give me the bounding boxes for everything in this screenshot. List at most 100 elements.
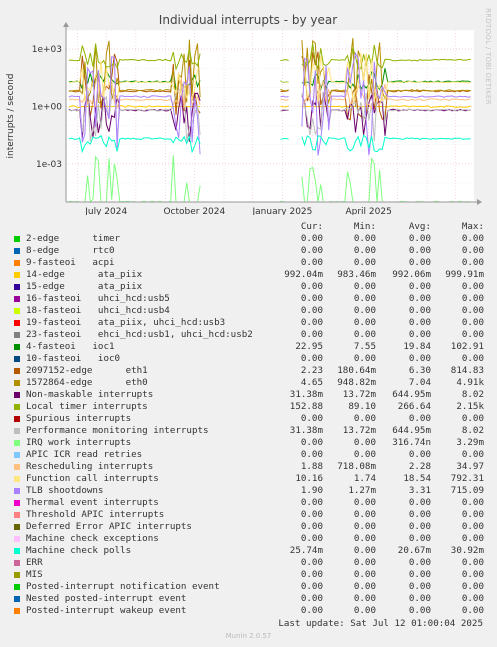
legend-series-name: Posted-interrupt wakeup event xyxy=(26,605,187,616)
legend-swatch xyxy=(14,428,20,434)
legend-row: 19-fasteoi ata_piix, uhci_hcd:usb3 0.00 0.… xyxy=(12,317,490,329)
legend-series-name: 2097152-edge eth1 xyxy=(26,365,148,376)
legend-value-avg: 0.00 xyxy=(408,521,431,532)
legend-value-avg: 19.84 xyxy=(403,341,431,352)
legend-value-avg: 20.67m xyxy=(397,545,431,556)
legend-value-avg: 0.00 xyxy=(408,245,431,256)
legend-value-cur: 0.00 xyxy=(300,533,323,544)
legend-value-max: 0.00 xyxy=(461,521,484,532)
legend-value-avg: 0.00 xyxy=(408,317,431,328)
legend-row: Rescheduling interrupts 1.88 718.08m 2.28 34… xyxy=(12,461,490,473)
legend-value-avg: 0.00 xyxy=(408,581,431,592)
legend-swatch xyxy=(14,452,20,458)
column-header-cur: Cur: xyxy=(300,221,323,232)
legend-value-min: 0.00 xyxy=(353,257,376,268)
legend-series-name: 4-fasteoi ioc1 xyxy=(26,341,115,352)
column-header-min: Min: xyxy=(353,221,376,232)
legend-swatch xyxy=(14,548,20,554)
legend-value-min: 0.00 xyxy=(353,353,376,364)
legend-series-name: 16-fasteoi uhci_hcd:usb5 xyxy=(26,293,170,304)
legend-swatch xyxy=(14,368,20,374)
legend-value-min: 89.10 xyxy=(348,401,376,412)
legend-value-max: 0.00 xyxy=(461,593,484,604)
legend-row: 2097152-edge eth1 2.23 180.64m 6.30 814.83 xyxy=(12,365,490,377)
legend-value-max: 0.00 xyxy=(461,497,484,508)
legend: Cur: Min: Avg: Max: 2-edge timer 0.00 0.00… xyxy=(12,221,490,617)
legend-swatch xyxy=(14,260,20,266)
legend-value-min: 0.00 xyxy=(353,569,376,580)
legend-series-name: APIC ICR read retries xyxy=(26,449,143,460)
legend-series-name: 2-edge timer xyxy=(26,233,121,244)
legend-value-min: 0.00 xyxy=(353,305,376,316)
legend-value-min: 0.00 xyxy=(353,317,376,328)
legend-value-min: 0.00 xyxy=(353,521,376,532)
legend-value-max: 0.00 xyxy=(461,233,484,244)
legend-value-avg: 18.54 xyxy=(403,473,431,484)
y-tick-label: 1e-03 xyxy=(36,160,62,170)
legend-value-avg: 6.30 xyxy=(408,365,431,376)
legend-series-name: Function call interrupts xyxy=(26,473,159,484)
legend-value-max: 0.00 xyxy=(461,317,484,328)
legend-value-cur: 0.00 xyxy=(300,305,323,316)
legend-value-min: 0.00 xyxy=(353,329,376,340)
legend-value-max: 30.92m xyxy=(450,545,484,556)
legend-series-name: 18-fasteoi uhci_hcd:usb4 xyxy=(26,305,170,316)
x-axis-arrow xyxy=(477,199,482,205)
x-tick-label: April 2025 xyxy=(345,207,391,215)
legend-value-avg: 266.64 xyxy=(397,401,431,412)
y-tick-label: 1e+00 xyxy=(32,102,63,112)
legend-value-cur: 0.00 xyxy=(300,557,323,568)
legend-value-cur: 0.00 xyxy=(300,521,323,532)
legend-value-min: 0.00 xyxy=(353,437,376,448)
legend-value-min: 0.00 xyxy=(353,545,376,556)
legend-value-cur: 0.00 xyxy=(300,317,323,328)
legend-series-name: Rescheduling interrupts xyxy=(26,461,154,472)
legend-swatch xyxy=(14,248,20,254)
column-header-max: Max: xyxy=(461,221,484,232)
legend-swatch xyxy=(14,416,20,422)
legend-value-cur: 0.00 xyxy=(300,497,323,508)
legend-value-min: 0.00 xyxy=(353,581,376,592)
legend-series-name: 1572864-edge eth0 xyxy=(26,377,148,388)
legend-value-avg: 0.00 xyxy=(408,329,431,340)
legend-swatch xyxy=(14,284,20,290)
legend-swatch xyxy=(14,536,20,542)
legend-value-min: 7.55 xyxy=(353,341,376,352)
legend-row: Machine check exceptions 0.00 0.00 0.00 0.00 xyxy=(12,533,490,545)
legend-value-avg: 0.00 xyxy=(408,509,431,520)
legend-value-min: 13.72m xyxy=(342,389,376,400)
legend-row: 14-edge ata_piix 992.04m 983.46m 992.06m 999… xyxy=(12,269,490,281)
legend-value-min: 1.27m xyxy=(348,485,376,496)
legend-value-cur: 25.74m xyxy=(289,545,323,556)
legend-series-name: TLB shootdowns xyxy=(26,485,104,496)
legend-series-name: 23-fasteoi ehci_hcd:usb1, uhci_hcd:usb2 xyxy=(26,329,253,340)
legend-value-avg: 0.00 xyxy=(408,281,431,292)
legend-value-cur: 0.00 xyxy=(300,509,323,520)
legend-series-name: Non-maskable interrupts xyxy=(26,389,154,400)
legend-swatch xyxy=(14,584,20,590)
legend-value-max: 0.00 xyxy=(461,509,484,520)
legend-value-min: 0.00 xyxy=(353,449,376,460)
x-tick-label: October 2024 xyxy=(163,207,225,215)
legend-value-max: 8.02 xyxy=(461,389,484,400)
legend-value-max: 0.00 xyxy=(461,353,484,364)
legend-swatch xyxy=(14,440,20,446)
legend-value-max: 792.31 xyxy=(450,473,484,484)
legend-value-max: 814.83 xyxy=(450,365,484,376)
legend-row: Threshold APIC interrupts 0.00 0.00 0.00 0.0… xyxy=(12,509,490,521)
legend-series-name: 8-edge rtc0 xyxy=(26,245,115,256)
legend-value-avg: 0.00 xyxy=(408,413,431,424)
legend-series-name: Machine check polls xyxy=(26,545,132,556)
legend-row: 2-edge timer 0.00 0.00 0.00 0.00 xyxy=(12,233,490,245)
legend-series-name: 19-fasteoi ata_piix, uhci_hcd:usb3 xyxy=(26,317,226,328)
legend-swatch xyxy=(14,392,20,398)
legend-value-avg: 644.95m xyxy=(392,425,431,436)
legend-row: Non-maskable interrupts 31.38m 13.72m 644.9… xyxy=(12,389,490,401)
legend-value-avg: 2.28 xyxy=(408,461,431,472)
x-tick-label: January 2025 xyxy=(252,207,313,215)
legend-value-min: 0.00 xyxy=(353,593,376,604)
grid xyxy=(66,29,474,203)
legend-series-name: Deferred Error APIC interrupts xyxy=(26,521,192,532)
legend-row: ERR 0.00 0.00 0.00 0.00 xyxy=(12,557,490,569)
legend-header: Cur: Min: Avg: Max: xyxy=(12,221,490,233)
